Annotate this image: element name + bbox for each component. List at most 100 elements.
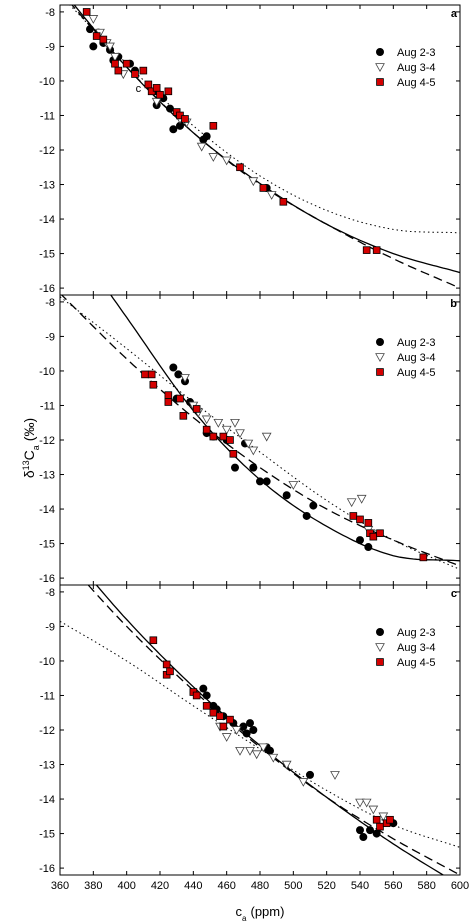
y-tick-label: -12 [39,435,55,447]
data-point-square [99,35,108,44]
data-point-square [202,425,211,434]
legend-marker-square [376,368,384,376]
fit-line-dashed [71,5,460,289]
series-aug34 [88,15,277,200]
y-axis-label-sub: a [31,445,41,450]
data-point-square [114,66,123,75]
y-tick-label: -13 [39,760,55,772]
legend-label: Aug 3-4 [397,642,436,654]
data-point-square [209,708,218,717]
x-tick-label: 460 [217,880,235,892]
data-point-triangle [196,142,207,152]
data-point-circle [199,684,208,693]
data-point-square [131,70,139,78]
data-point-square [179,412,188,420]
legend-label: Aug 3-4 [397,62,436,74]
panel-label: b [450,298,457,310]
x-tick-label: 420 [151,880,169,892]
data-point-circle [242,729,251,738]
data-point-square [181,115,189,123]
y-tick-label: -16 [39,283,55,295]
data-point-square [216,712,224,720]
x-axis-label-unit: (ppm) [251,904,285,919]
data-point-triangle [105,42,115,52]
legend-label: Aug 2-3 [397,627,436,639]
data-point-circle [169,363,178,372]
y-tick-label: -8 [45,297,55,309]
data-point-square [209,122,218,130]
legend-marker-triangle [375,643,385,653]
data-point-circle [202,132,211,141]
data-point-triangle [221,425,232,435]
legend-marker-circle [375,48,384,57]
y-axis-label: δ13Ca (‰) [21,418,41,478]
data-point-square [349,512,358,520]
data-point-square [122,59,131,68]
fit-curves [69,5,460,289]
y-tick-label: -13 [39,180,55,192]
x-tick-label: 360 [51,880,69,892]
data-point-triangle [110,53,120,62]
fit-curves [60,585,460,875]
data-point-square [376,822,384,831]
legend-label: Aug 4-5 [397,367,436,379]
data-point-circle [365,826,374,835]
data-point-triangle [356,494,367,504]
y-tick-label: -15 [39,249,55,261]
x-tick-label: 500 [284,880,302,892]
data-point-square [209,432,218,441]
data-point-square [219,432,228,441]
data-point-square [419,553,428,562]
data-point-circle [202,691,211,700]
data-point-triangle [88,15,99,24]
data-point-circle [230,463,239,472]
data-point-square [369,532,378,541]
data-point-triangle [368,805,379,815]
data-point-square [386,815,394,824]
y-tick-label: -16 [39,863,55,875]
panel-c: -8 -9 -10 -11 -12 -13 -14 -15 -16 360 380 400 420 440… [39,584,469,892]
data-point-circle [169,125,178,134]
data-point-triangle [378,812,389,822]
data-point-square [164,391,173,399]
fit-line-dotted [60,620,460,848]
data-point-circle [372,829,381,838]
legend-marker-circle [375,337,384,346]
data-point-square [236,163,244,172]
data-point-triangle [208,153,219,162]
data-point-square [152,84,161,92]
data-point-circle [305,770,314,779]
data-point-triangle [180,374,190,383]
y-tick-label: -10 [39,76,55,88]
data-point-circle [86,25,95,34]
data-point-square [192,691,201,700]
data-point-square [356,515,364,524]
legend: Aug 2-3 Aug 3-4 Aug 4-5 [375,337,436,379]
x-axis-label: ca (ppm) [236,904,285,923]
y-tick-label: -10 [39,366,55,378]
y-tick-label: -14 [39,794,55,806]
y-tick-label: -9 [45,41,55,53]
data-point-square [156,90,164,99]
legend-label: Aug 4-5 [397,77,436,89]
data-point-triangle [266,191,277,200]
data-point-triangle [258,743,269,753]
series-aug23 [199,684,398,842]
data-point-triangle [251,750,262,760]
data-point-square [92,32,101,40]
data-point-triangle [248,177,259,187]
data-point-square [164,398,173,406]
data-point-circle [262,477,271,486]
fit-line-solid [73,5,460,274]
data-point-triangle [243,439,254,449]
x-tick-label: 380 [84,880,102,892]
legend: Aug 2-3 Aug 3-4 Aug 4-5 [375,627,436,669]
panel-b: -8 -9 -10 -11 -12 -13 -14 -15 -16 b Aug 2-3 Aug 3-4… [39,294,461,586]
series-aug45 [82,8,381,254]
data-point-square [226,436,234,444]
data-point-square [372,246,381,254]
data-point-square [364,519,373,527]
data-point-square [362,246,371,254]
data-point-square [376,529,384,538]
series-aug23 [169,363,373,552]
